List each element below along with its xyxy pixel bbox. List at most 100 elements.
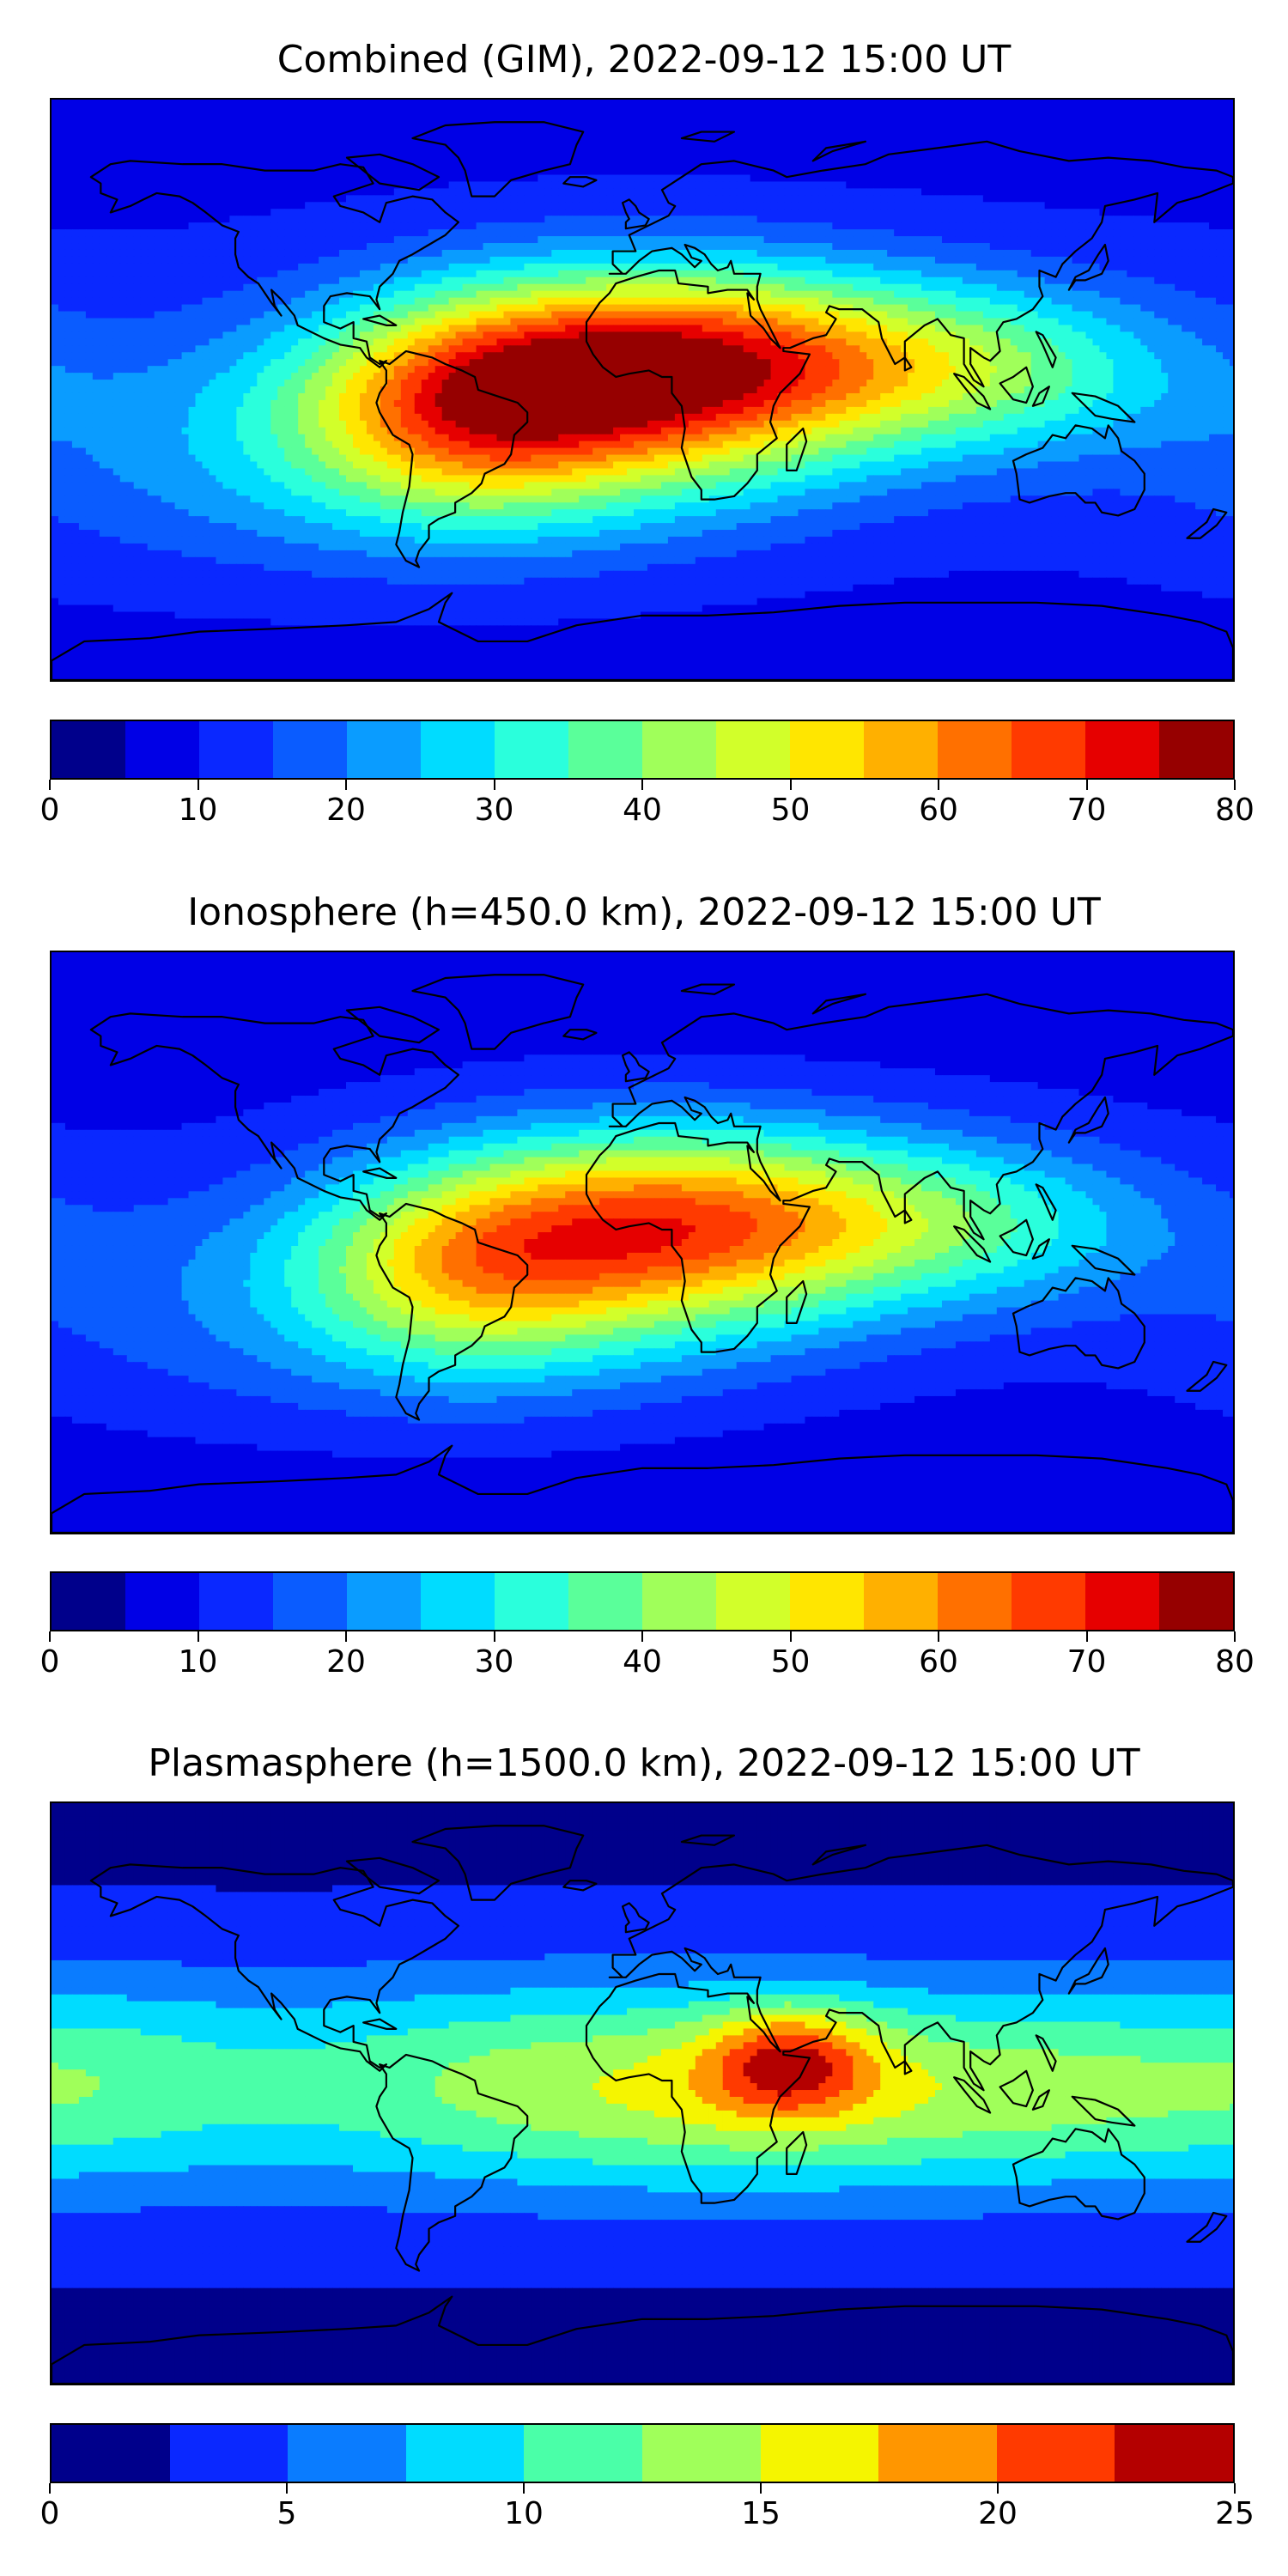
colorbar-segment <box>760 2425 879 2482</box>
coastline-sri-lanka <box>903 356 913 372</box>
coastline-new-guinea <box>1071 392 1136 423</box>
coastline-svalbard <box>680 983 736 995</box>
colorbar-tick-mark <box>49 780 51 790</box>
coastline-philippines <box>1035 331 1057 368</box>
colorbar-tick-mark <box>789 1631 792 1642</box>
colorbar-tick-label: 0 <box>40 1645 60 1680</box>
colorbar-ionosphere <box>50 1571 1235 1631</box>
coastline-japan <box>1067 1096 1109 1144</box>
colorbar-tick-mark <box>1234 780 1236 790</box>
colorbar-tick-mark <box>641 1631 643 1642</box>
colorbar-segment <box>125 1573 199 1630</box>
colorbar-segment <box>421 721 495 778</box>
coastline-sulawesi <box>1031 2089 1051 2111</box>
coastline-borneo <box>999 2069 1034 2108</box>
contour-map <box>52 100 1233 680</box>
colorbar-tick-label: 50 <box>771 793 811 828</box>
colorbar-segment <box>199 1573 273 1630</box>
colorbar-tick-label: 10 <box>504 2497 544 2531</box>
colorbar-tick-label: 80 <box>1215 793 1255 828</box>
colorbar-segment <box>568 721 642 778</box>
colorbar-segment <box>1159 721 1233 778</box>
colorbar-tick-label: 70 <box>1067 1645 1107 1680</box>
map-combined <box>50 98 1235 682</box>
colorbar-tick-label: 30 <box>475 1645 514 1680</box>
colorbar-segment <box>716 1573 790 1630</box>
coastline-new-zealand <box>1186 2211 1228 2243</box>
colorbar-segment <box>273 1573 347 1630</box>
coastline-south-america <box>375 1202 529 1421</box>
colorbar-segment <box>642 721 716 778</box>
colorbar-tick-mark <box>1234 2483 1236 2494</box>
colorbar-tick-label: 20 <box>978 2497 1018 2531</box>
colorbar-segment <box>996 2425 1115 2482</box>
coastline-baffin <box>345 153 440 191</box>
coastlines <box>52 121 1233 680</box>
colorbar-tick-mark <box>493 780 495 790</box>
coastline-australia <box>1012 1277 1145 1370</box>
colorbar-segment <box>1012 721 1085 778</box>
colorbar-tick-mark <box>789 780 792 790</box>
colorbar-tick-mark <box>997 2483 999 2494</box>
colorbar-tick-label: 40 <box>623 793 662 828</box>
coastline-cuba <box>362 314 398 326</box>
coastline-greenland <box>411 974 585 1050</box>
coastline-cuba <box>362 1167 398 1179</box>
contour-map <box>52 952 1233 1533</box>
colorbar-segment <box>1159 1573 1233 1630</box>
colorbar-segment <box>790 1573 864 1630</box>
colorbar-tick-mark <box>1085 780 1088 790</box>
colorbar-tick-mark <box>197 780 199 790</box>
colorbar-segment <box>938 1573 1012 1630</box>
coastline-australia <box>1012 2128 1145 2221</box>
coastline-sri-lanka <box>903 1209 913 1224</box>
colorbar-tick-label: 40 <box>623 1645 662 1680</box>
colorbar-segment <box>347 1573 421 1630</box>
coastline-north-america <box>89 160 460 368</box>
colorbar-segment <box>273 721 347 778</box>
colorbar-segment <box>641 2425 761 2482</box>
colorbar-segment <box>52 2425 170 2482</box>
colorbar-segment <box>864 1573 938 1630</box>
colorbar-tick-mark <box>760 2483 762 2494</box>
colorbar-tick-label: 60 <box>919 1645 958 1680</box>
coastline-madagascar <box>786 2130 808 2175</box>
colorbar-tick-label: 20 <box>326 793 366 828</box>
coastline-uk <box>621 198 650 230</box>
colorbar-segment <box>790 721 864 778</box>
colorbar-segment <box>125 721 199 778</box>
coastline-eurasia-africa <box>585 993 1233 1353</box>
coastline-antarctica <box>52 2295 1233 2384</box>
colorbar-segment <box>52 721 125 778</box>
colorbar-tick-label: 80 <box>1215 1645 1255 1680</box>
map-ionosphere <box>50 951 1235 1534</box>
coastline-south-america <box>375 2053 529 2272</box>
colorbar-tick-label: 60 <box>919 793 958 828</box>
colorbar-segment <box>169 2425 289 2482</box>
colorbar-tick-label: 20 <box>326 1645 366 1680</box>
coastline-madagascar <box>786 427 808 471</box>
colorbar-tick-label: 50 <box>771 1645 811 1680</box>
coastlines <box>52 1825 1233 2384</box>
coastline-novaya-zemlya <box>811 1844 867 1866</box>
colorbar-segment <box>495 1573 568 1630</box>
colorbar-ticks: 0 10 20 30 40 50 60 70 80 <box>40 1631 1255 1680</box>
colorbar-tick-label: 10 <box>179 793 218 828</box>
colorbar-tick-mark <box>49 1631 51 1642</box>
coastline-madagascar <box>786 1279 808 1324</box>
coastline-baffin <box>345 1856 440 1895</box>
coastline-new-guinea <box>1071 2095 1136 2127</box>
coastline-north-america <box>89 1863 460 2072</box>
colorbar-tick-mark <box>286 2483 288 2494</box>
coastline-novaya-zemlya <box>811 993 867 1015</box>
coastline-philippines <box>1035 1183 1057 1221</box>
colorbar-segment <box>495 721 568 778</box>
colorbar-tick-mark <box>345 1631 347 1642</box>
coastline-sumatra <box>953 373 992 410</box>
coastline-sulawesi <box>1031 1238 1051 1260</box>
coastline-eurasia-africa <box>585 140 1233 501</box>
colorbar-segment <box>405 2425 525 2482</box>
coastline-sumatra <box>953 2076 992 2114</box>
coastline-iceland <box>562 1029 598 1041</box>
coastline-iceland <box>562 176 598 188</box>
